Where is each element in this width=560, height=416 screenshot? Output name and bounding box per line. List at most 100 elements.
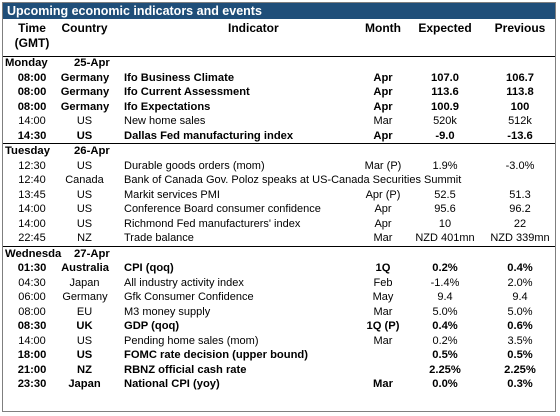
previous-cell: 0.5% [507,349,533,361]
previous-cell: 2.25% [504,363,536,376]
indicator-cell: GDP (qoq) [124,320,180,332]
country-cell: Germany [60,100,110,113]
indicator-cell: RBNZ official cash rate [124,363,247,376]
indicator-cell: M3 money supply [124,305,211,318]
day-header-row: Monday 25-Apr [3,56,555,71]
time-cell: 08:00 [17,100,47,113]
expected-cell: 52.5 [434,188,456,201]
country-cell: US [76,217,93,230]
expected-cell: 10 [438,217,452,230]
previous-cell: 113.8 [506,86,534,98]
table-title: Upcoming economic indicators and events [3,3,555,19]
country-cell: NZ [77,363,92,376]
expected-cell: 2.25% [429,363,461,376]
table-header: Time (GMT) Country Indicator Month Expec… [3,19,555,57]
month-cell: Mar (P) [364,159,402,172]
time-cell: 12:40 [18,174,46,186]
previous-cell: 0.4% [507,262,533,274]
previous-cell: 22 [513,217,527,230]
table-row: 14:00 US New home sales Mar 520k 512k [3,114,555,129]
previous-cell: 100 [510,100,530,113]
country-cell: US [76,334,93,347]
expected-cell: 5.0% [432,305,458,318]
country-cell: US [76,115,93,127]
country-cell: US [76,159,93,172]
time-cell: 21:00 [17,363,47,376]
previous-cell: -3.0% [505,159,535,172]
month-cell: Apr [373,71,393,84]
expected-cell: 0.4% [432,320,458,332]
day-name: Monday [5,57,48,69]
expected-cell: -9.0 [435,129,455,142]
day-date: 26-Apr [74,145,110,157]
day-header-row: Tuesday 26-Apr [3,143,555,159]
month-cell: Apr (P) [365,188,401,201]
previous-cell: -13.6 [507,129,533,142]
previous-cell: NZD 339mn [490,232,550,244]
indicator-cell: Ifo Expectations [124,100,211,113]
previous-cell: 106.7 [506,71,534,84]
country-cell: NZ [77,232,92,244]
month-cell: Mar [373,115,393,127]
country-cell: Canada [65,174,104,186]
indicator-cell: CPI (qoq) [124,262,174,274]
table-row: 08:00 Germany Ifo Expectations Apr 100.9 100 [3,100,555,115]
header-previous: Previous [494,21,546,35]
table-row: 13:45 US Markit services PMI Apr (P) 52.5 51.… [3,188,555,203]
month-cell: Mar [373,378,393,390]
expected-cell: NZD 401mn [415,232,475,244]
previous-cell: 96.2 [509,203,531,215]
indicator-cell: Gfk Consumer Confidence [124,291,254,303]
country-cell: Australia [61,262,109,274]
indicator-cell: Pending home sales (mom) [124,334,259,347]
expected-cell: 113.6 [431,86,459,98]
time-cell: 06:00 [18,291,46,303]
month-cell: Apr [374,217,392,230]
header-indicator: Indicator [228,21,279,35]
expected-cell: 107.0 [431,71,459,84]
time-cell: 01:30 [17,262,47,274]
country-cell: Japan [68,378,101,390]
table-row: 04:30 Japan All industry activity index Feb… [3,276,555,291]
expected-cell: 95.6 [434,203,456,215]
indicator-cell: Markit services PMI [124,188,220,201]
table-row: 08:00 Germany Ifo Business Climate Apr 107.0… [3,71,555,86]
table-row: 08:00 Germany Ifo Current Assessment Apr 113… [3,85,555,100]
expected-cell: -1.4% [430,276,460,289]
day-date: 25-Apr [74,57,110,69]
time-cell: 14:00 [18,334,46,347]
time-cell: 12:30 [18,159,46,172]
country-cell: Germany [60,86,110,98]
table-body: Monday 25-Apr 08:00 Germany Ifo Business Cli… [3,56,555,392]
month-cell: Apr [373,100,393,113]
table-row: 01:30 Australia CPI (qoq) 1Q 0.2% 0.4% [3,261,555,276]
table-row: 14:00 US Pending home sales (mom) Mar 0.2% 3… [3,334,555,349]
indicator-cell: National CPI (yoy) [124,378,220,390]
previous-cell: 51.3 [509,188,531,201]
header-expected: Expected [418,21,472,35]
country-cell: US [76,203,93,215]
table-row: 14:00 US Richmond Fed manufacturers' index… [3,217,555,232]
month-cell: Apr [374,203,392,215]
country-cell: EU [76,305,93,318]
indicator-cell: Ifo Business Climate [124,71,235,84]
expected-cell: 520k [433,115,457,127]
expected-cell: 0.2% [432,334,458,347]
country-cell: US [76,349,93,361]
table-row: 23:30 Japan National CPI (yoy) Mar 0.0% 0.3% [3,377,555,392]
table-row: 21:00 NZ RBNZ official cash rate 2.25% 2.25% [3,363,555,378]
month-cell: Apr [373,86,393,98]
table-row: 14:30 US Dallas Fed manufacturing index Apr… [3,129,555,144]
country-cell: US [76,188,93,201]
month-cell: Mar [373,305,393,318]
day-name: Wednesda [5,247,62,260]
country-cell: Germany [60,71,110,84]
header-country: Country [61,21,108,35]
expected-cell: 0.0% [432,378,458,390]
time-cell: 08:00 [18,305,46,318]
month-cell: 1Q [375,262,391,274]
previous-cell: 512k [508,115,532,127]
expected-cell: 9.4 [437,291,453,303]
indicator-cell: Dallas Fed manufacturing index [124,129,294,142]
time-cell: 08:30 [17,320,47,332]
